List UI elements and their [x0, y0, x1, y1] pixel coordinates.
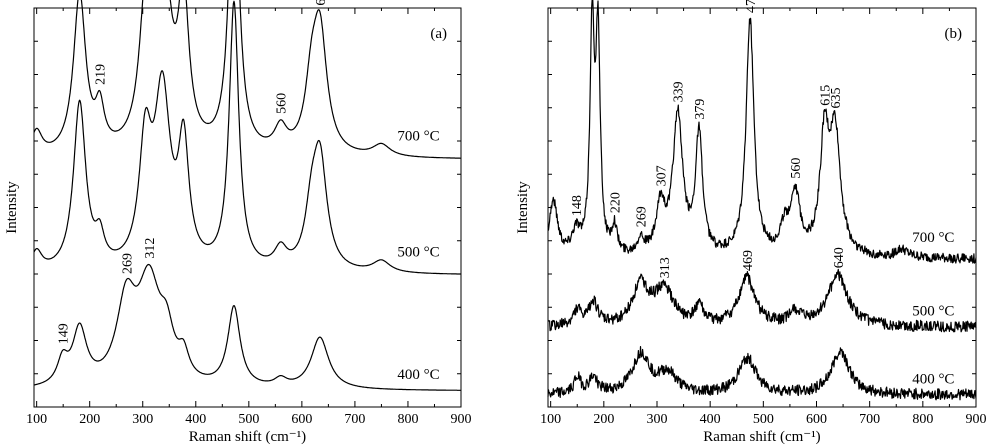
- peak-label: 560: [789, 158, 804, 179]
- x-tick-label: 900: [966, 412, 987, 427]
- x-tick-label: 200: [593, 412, 614, 427]
- peak-label: 634: [314, 0, 329, 6]
- peak-label: 269: [120, 253, 135, 274]
- series-label: 400 °C: [912, 372, 954, 388]
- peak-label: 615: [818, 85, 833, 106]
- series-label: 500 °C: [397, 245, 439, 261]
- series-label: 700 °C: [912, 230, 954, 246]
- x-tick-label: 400: [185, 412, 206, 427]
- peak-label: 475: [744, 0, 759, 13]
- spectrum-line: [33, 263, 462, 391]
- x-tick-label: 500: [238, 412, 259, 427]
- x-axis-label: Raman shift (cm⁻¹): [189, 429, 306, 445]
- peak-label: 148: [570, 195, 585, 216]
- peak-label: 220: [608, 192, 623, 213]
- x-tick-label: 800: [397, 412, 418, 427]
- peak-label: 269: [634, 206, 649, 227]
- spectrum-line: [33, 0, 462, 159]
- x-tick-label: 700: [344, 412, 365, 427]
- x-tick-label: 800: [912, 412, 933, 427]
- peak-label: 219: [94, 64, 109, 85]
- x-tick-label: 300: [646, 412, 667, 427]
- x-tick-label: 600: [806, 412, 827, 427]
- series-label: 400 °C: [397, 367, 439, 383]
- panel-label: (b): [945, 26, 963, 42]
- x-tick-label: 600: [291, 412, 312, 427]
- panel-label: (a): [430, 26, 447, 42]
- peak-label: 635: [829, 87, 844, 108]
- peak-label: 469: [741, 250, 756, 271]
- panel-b: 100 200 300 400 500 600 700 800 900 Raman shift (…: [515, 0, 987, 445]
- peak-label: 307: [655, 165, 670, 186]
- spectrum-line: [547, 268, 977, 333]
- spectrum-line: [547, 346, 977, 401]
- x-tick-label: 100: [540, 412, 561, 427]
- x-tick-label: 100: [26, 412, 47, 427]
- peak-label: 560: [275, 93, 290, 114]
- x-tick-label: 900: [451, 412, 472, 427]
- x-tick-label: 500: [753, 412, 774, 427]
- y-axis-label: Intensity: [515, 181, 531, 234]
- peak-label: 379: [693, 99, 708, 120]
- x-tick-label: 700: [859, 412, 880, 427]
- y-axis-label: Intensity: [4, 181, 20, 234]
- peak-label: 640: [832, 247, 847, 268]
- peak-label: 149: [57, 323, 72, 344]
- panel-a: 100 200 300 400 500 600 700 800 900 Raman shift (…: [4, 0, 472, 445]
- series-label: 700 °C: [397, 128, 439, 144]
- x-tick-label: 300: [132, 412, 153, 427]
- x-axis-label: Raman shift (cm⁻¹): [703, 429, 820, 445]
- spectrum-line: [33, 0, 462, 275]
- x-tick-label: 200: [79, 412, 100, 427]
- x-tick-label: 400: [700, 412, 721, 427]
- peak-label: 313: [658, 257, 673, 278]
- peak-label: 339: [672, 81, 687, 102]
- peak-label: 312: [143, 238, 158, 259]
- spectrum-line: [547, 0, 977, 264]
- series-label: 500 °C: [912, 303, 954, 319]
